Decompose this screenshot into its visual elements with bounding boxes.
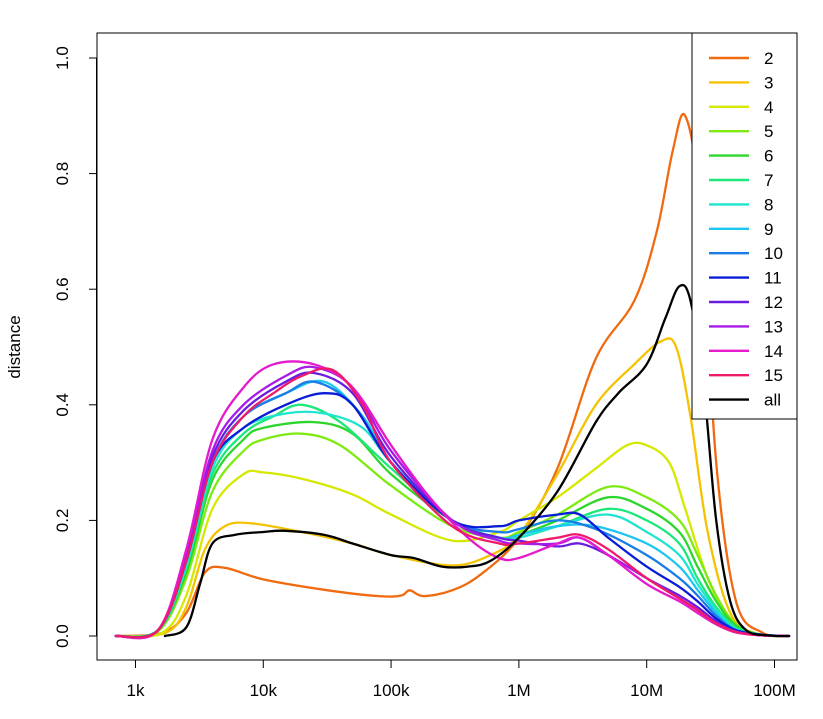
series-line-12 [114,371,791,639]
y-tick-label: 0.6 [53,277,72,301]
y-tick-label: 0.2 [53,509,72,533]
y-tick-label: 1.0 [53,46,72,70]
y-tick-label: 0.4 [53,393,72,417]
legend-label-12: 12 [764,293,783,312]
x-tick-label: 100M [753,681,796,700]
legend-label-13: 13 [764,317,783,336]
legend-label-4: 4 [764,98,773,117]
axes: 1k 10k 100k 1M 10M 100M 0.0 0.2 0.4 0.6 0.8 1.0 dist… [5,32,798,700]
legend-label-11: 11 [764,269,782,288]
y-tick-label: 0.8 [53,162,72,186]
legend-label-all: all [764,391,781,410]
legend-label-15: 15 [764,366,783,385]
series-layer [114,112,791,640]
x-tick-label: 10k [250,681,278,700]
x-tick-label: 100k [373,681,410,700]
legend-box [691,32,798,420]
legend: 2 3 4 5 6 7 8 9 10 11 12 13 14 15 all [691,32,798,420]
legend-label-3: 3 [764,73,773,92]
x-tick-label: 1k [126,681,144,700]
legend-label-9: 9 [764,220,773,239]
series-line-10 [114,380,791,639]
x-tick-label: 1M [507,681,531,700]
series-line-14 [114,360,791,640]
series-line-all [163,283,791,638]
legend-label-14: 14 [764,342,783,361]
series-line-4 [114,441,791,639]
legend-label-7: 7 [764,171,773,190]
legend-label-6: 6 [764,147,773,166]
x-tick-label: 10M [630,681,663,700]
legend-label-5: 5 [764,122,773,141]
y-axis-title: distance [5,315,24,378]
series-line-15 [114,367,791,639]
legend-label-10: 10 [764,244,783,263]
y-tick-label: 0.0 [53,624,72,648]
series-line-9 [114,379,791,639]
series-line-3 [114,337,791,638]
legend-label-8: 8 [764,195,773,214]
legend-label-2: 2 [764,49,773,68]
